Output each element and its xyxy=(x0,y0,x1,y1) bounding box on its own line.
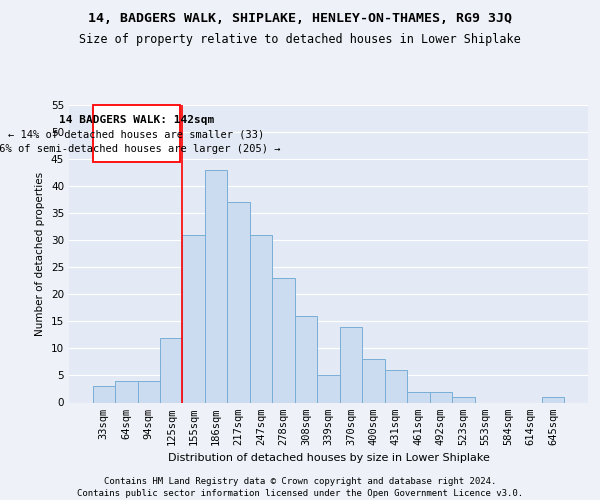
Text: ← 14% of detached houses are smaller (33): ← 14% of detached houses are smaller (33… xyxy=(8,130,265,140)
Bar xyxy=(407,392,430,402)
Bar xyxy=(362,359,385,403)
Bar xyxy=(227,202,250,402)
Bar xyxy=(160,338,182,402)
Bar xyxy=(137,381,160,402)
Bar xyxy=(250,235,272,402)
Text: 14 BADGERS WALK: 142sqm: 14 BADGERS WALK: 142sqm xyxy=(59,114,214,124)
Bar xyxy=(385,370,407,402)
Bar xyxy=(542,397,565,402)
Bar xyxy=(182,235,205,402)
Bar xyxy=(272,278,295,402)
FancyBboxPatch shape xyxy=(92,105,180,162)
X-axis label: Distribution of detached houses by size in Lower Shiplake: Distribution of detached houses by size … xyxy=(167,453,490,463)
Bar xyxy=(317,376,340,402)
Bar xyxy=(295,316,317,402)
Bar xyxy=(115,381,137,402)
Bar xyxy=(340,327,362,402)
Text: Contains HM Land Registry data © Crown copyright and database right 2024.: Contains HM Land Registry data © Crown c… xyxy=(104,477,496,486)
Bar xyxy=(430,392,452,402)
Text: Contains public sector information licensed under the Open Government Licence v3: Contains public sector information licen… xyxy=(77,488,523,498)
Y-axis label: Number of detached properties: Number of detached properties xyxy=(35,172,46,336)
Text: 86% of semi-detached houses are larger (205) →: 86% of semi-detached houses are larger (… xyxy=(0,144,280,154)
Bar xyxy=(92,386,115,402)
Bar xyxy=(452,397,475,402)
Bar xyxy=(205,170,227,402)
Text: Size of property relative to detached houses in Lower Shiplake: Size of property relative to detached ho… xyxy=(79,32,521,46)
Text: 14, BADGERS WALK, SHIPLAKE, HENLEY-ON-THAMES, RG9 3JQ: 14, BADGERS WALK, SHIPLAKE, HENLEY-ON-TH… xyxy=(88,12,512,26)
